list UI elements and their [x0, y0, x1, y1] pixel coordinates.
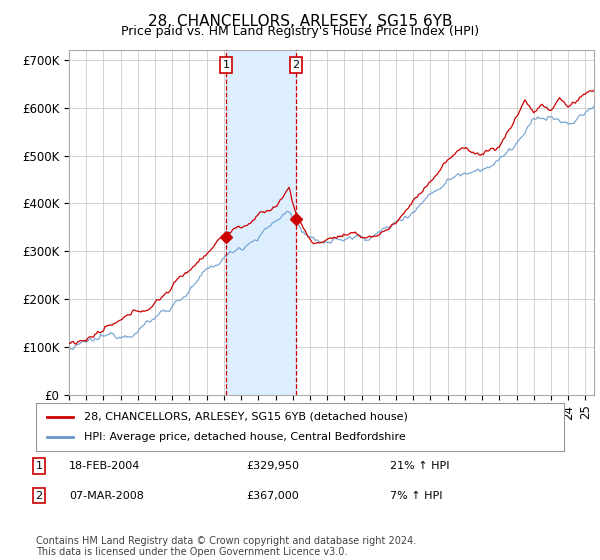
Bar: [226, 50, 296, 395]
Text: 28, CHANCELLORS, ARLESEY, SG15 6YB: 28, CHANCELLORS, ARLESEY, SG15 6YB: [148, 14, 452, 29]
Text: 07-MAR-2008: 07-MAR-2008: [69, 491, 144, 501]
Text: 2: 2: [292, 60, 299, 70]
Text: 21% ↑ HPI: 21% ↑ HPI: [390, 461, 449, 471]
Text: 1: 1: [223, 60, 229, 70]
Text: 2: 2: [35, 491, 43, 501]
Text: Price paid vs. HM Land Registry's House Price Index (HPI): Price paid vs. HM Land Registry's House …: [121, 25, 479, 38]
Text: £367,000: £367,000: [246, 491, 299, 501]
Text: 18-FEB-2004: 18-FEB-2004: [69, 461, 140, 471]
Text: HPI: Average price, detached house, Central Bedfordshire: HPI: Average price, detached house, Cent…: [83, 432, 405, 442]
Text: 28, CHANCELLORS, ARLESEY, SG15 6YB (detached house): 28, CHANCELLORS, ARLESEY, SG15 6YB (deta…: [83, 412, 407, 422]
Text: 7% ↑ HPI: 7% ↑ HPI: [390, 491, 443, 501]
Text: Contains HM Land Registry data © Crown copyright and database right 2024.
This d: Contains HM Land Registry data © Crown c…: [36, 535, 416, 557]
Text: 1: 1: [35, 461, 43, 471]
Text: £329,950: £329,950: [246, 461, 299, 471]
